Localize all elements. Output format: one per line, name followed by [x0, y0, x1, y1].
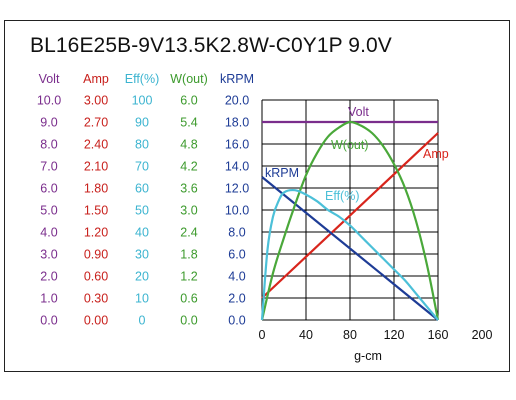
- axis-label-amp: Amp: [83, 72, 109, 86]
- y-tick-label: 8.0: [228, 226, 245, 240]
- y-tick-label: 70: [135, 160, 149, 174]
- y-tick-label: 0.30: [84, 292, 108, 306]
- y-tick-label: 12.0: [225, 182, 249, 196]
- y-tick-label: 3.6: [180, 182, 197, 196]
- axis-label-volt: Volt: [39, 72, 60, 86]
- y-tick-label: 0.0: [228, 314, 245, 328]
- series-label-volt: Volt: [348, 105, 369, 119]
- x-axis-label: g-cm: [354, 349, 382, 363]
- y-tick-label: 10.0: [225, 204, 249, 218]
- y-tick-label: 80: [135, 138, 149, 152]
- chart-title: BL16E25B-9V13.5K2.8W-C0Y1P 9.0V: [30, 34, 392, 57]
- y-tick-label: 1.2: [180, 270, 197, 284]
- y-tick-label: 10: [135, 292, 149, 306]
- y-tick-label: 60: [135, 182, 149, 196]
- x-tick-label: 120: [384, 328, 405, 342]
- x-tick-label: 200: [472, 328, 493, 342]
- y-tick-label: 3.0: [180, 204, 197, 218]
- y-tick-label: 0.90: [84, 248, 108, 262]
- x-tick-label: 0: [259, 328, 266, 342]
- y-tick-label: 2.70: [84, 116, 108, 130]
- y-tick-label: 2.0: [40, 270, 57, 284]
- y-tick-label: 90: [135, 116, 149, 130]
- y-tick-label: 3.00: [84, 94, 108, 108]
- x-tick-label: 80: [343, 328, 357, 342]
- series-line-wout: [260, 120, 440, 321]
- y-tick-label: 0.6: [180, 292, 197, 306]
- y-tick-label: 1.20: [84, 226, 108, 240]
- axis-label-wout: W(out): [170, 72, 208, 86]
- y-tick-label: 100: [132, 94, 153, 108]
- x-tick-label: 40: [299, 328, 313, 342]
- y-tick-label: 4.0: [40, 226, 57, 240]
- x-tick-label: 160: [428, 328, 449, 342]
- y-tick-label: 18.0: [225, 116, 249, 130]
- series-label-wout: W(out): [331, 138, 369, 152]
- axis-label-krpm: kRPM: [220, 72, 254, 86]
- y-tick-label: 2.4: [180, 226, 197, 240]
- y-tick-label: 8.0: [40, 138, 57, 152]
- y-tick-label: 1.0: [40, 292, 57, 306]
- y-tick-label: 2.10: [84, 160, 108, 174]
- y-tick-label: 6.0: [180, 94, 197, 108]
- y-tick-label: 20.0: [225, 94, 249, 108]
- y-tick-label: 14.0: [225, 160, 249, 174]
- series-line-eff: [260, 189, 439, 321]
- series-label-amp: Amp: [423, 147, 449, 161]
- y-tick-label: 16.0: [225, 138, 249, 152]
- y-tick-label: 2.40: [84, 138, 108, 152]
- y-tick-label: 9.0: [40, 116, 57, 130]
- y-tick-label: 20: [135, 270, 149, 284]
- y-tick-label: 40: [135, 226, 149, 240]
- axis-label-eff: Eff(%): [125, 72, 160, 86]
- y-tick-label: 10.0: [37, 94, 61, 108]
- y-tick-label: 6.0: [228, 248, 245, 262]
- y-tick-label: 0: [139, 314, 146, 328]
- y-tick-label: 1.80: [84, 182, 108, 196]
- y-tick-label: 4.2: [180, 160, 197, 174]
- series-line-amp: [261, 132, 439, 299]
- y-tick-label: 1.8: [180, 248, 197, 262]
- y-tick-label: 30: [135, 248, 149, 262]
- y-tick-label: 6.0: [40, 182, 57, 196]
- y-tick-label: 0.0: [180, 314, 197, 328]
- series-label-eff: Eff(%): [325, 189, 360, 203]
- y-tick-label: 0.0: [40, 314, 57, 328]
- chart-frame: [4, 20, 510, 372]
- y-tick-label: 4.0: [228, 270, 245, 284]
- y-tick-label: 0.60: [84, 270, 108, 284]
- series-line-krpm: [261, 176, 439, 321]
- y-tick-label: 4.8: [180, 138, 197, 152]
- y-tick-label: 1.50: [84, 204, 108, 218]
- y-tick-label: 2.0: [228, 292, 245, 306]
- y-tick-label: 5.0: [40, 204, 57, 218]
- y-tick-label: 3.0: [40, 248, 57, 262]
- y-tick-label: 7.0: [40, 160, 57, 174]
- y-tick-label: 5.4: [180, 116, 197, 130]
- y-tick-label: 50: [135, 204, 149, 218]
- series-label-krpm: kRPM: [265, 166, 299, 180]
- y-tick-label: 0.00: [84, 314, 108, 328]
